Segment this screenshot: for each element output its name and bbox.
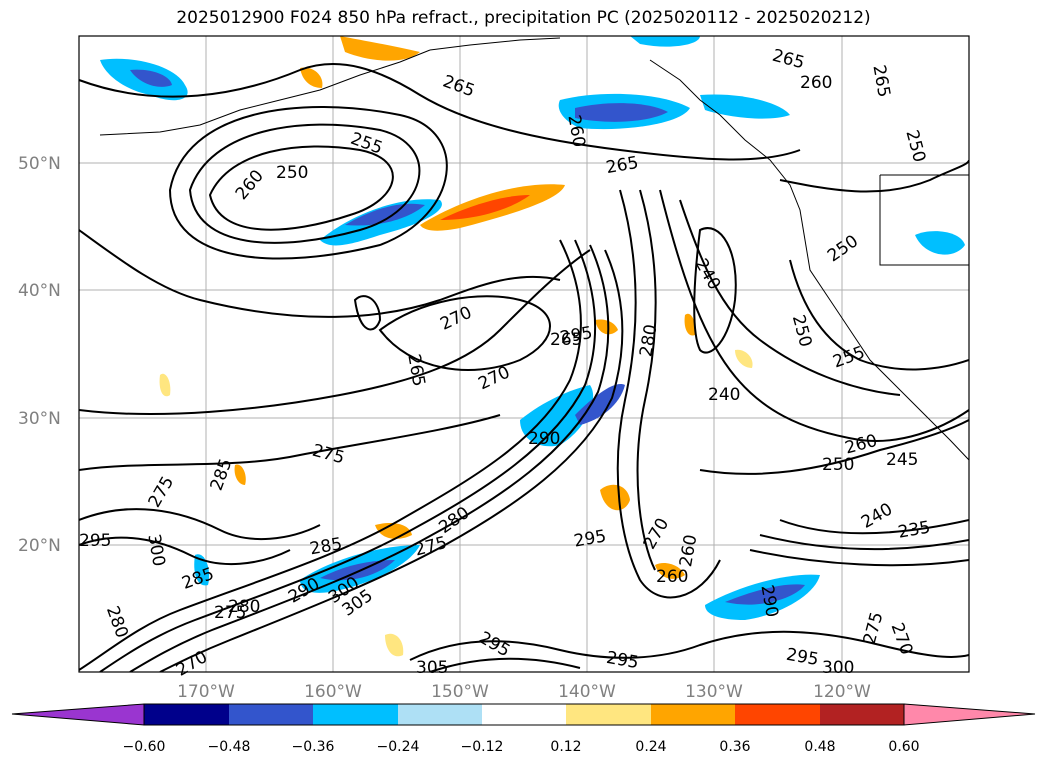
colorbar-extend-high [903, 703, 1036, 726]
lon-tick-label: 170°W [177, 682, 235, 702]
contour-label: 265 [550, 330, 582, 350]
colorbar-tick-label: 0.36 [719, 739, 750, 755]
lon-tick-label: 120°W [813, 682, 871, 702]
contour-label: 275 [214, 603, 246, 623]
colorbar-tick-label: 0.24 [635, 739, 666, 755]
colorbar-segment [313, 704, 398, 725]
colorbar-segment [398, 704, 482, 725]
lat-tick-label: 20°N [18, 536, 61, 556]
colorbar-segment [735, 704, 820, 725]
colorbar-tick-label: 0.60 [888, 739, 919, 755]
lon-tick-label: 130°W [685, 682, 743, 702]
contour-label: 300 [822, 658, 854, 678]
contour-label: 240 [708, 385, 740, 405]
contour-label: 305 [416, 658, 448, 678]
contour-label: 245 [886, 450, 918, 470]
colorbar-extend-low [11, 703, 145, 726]
colorbar-tick-label: −0.60 [123, 739, 166, 755]
colorbar-segment [482, 704, 566, 725]
map-area [79, 36, 969, 672]
colorbar-segment [144, 704, 229, 725]
colorbar-tick-label: 0.12 [550, 739, 581, 755]
lat-tick-label: 30°N [18, 409, 61, 429]
contour-label: 280 [228, 597, 260, 617]
lon-tick-label: 150°W [431, 682, 489, 702]
colorbar-tick-label: −0.12 [461, 739, 504, 755]
contour-label: 290 [528, 429, 560, 449]
contour-label: 250 [822, 455, 854, 475]
lon-axis: 170°W 160°W 150°W 140°W 130°W 120°W [177, 682, 871, 702]
coastlines [99, 37, 969, 461]
colorbar-segment [229, 704, 313, 725]
lat-axis: 50°N 40°N 30°N 20°N [18, 154, 61, 556]
refractivity-contours [79, 63, 969, 672]
colorbar-tick-label: 0.48 [804, 739, 835, 755]
map-title: 2025012900 F024 850 hPa refract., precip… [176, 8, 871, 28]
colorbar-segment [820, 704, 904, 725]
contour-label: 260 [800, 73, 832, 93]
contour-label: 250 [276, 163, 308, 183]
lat-tick-label: 40°N [18, 281, 61, 301]
lon-tick-label: 140°W [558, 682, 616, 702]
colorbar-tick-label: −0.36 [292, 739, 335, 755]
colorbar-tick-label: −0.48 [208, 739, 251, 755]
lon-tick-label: 160°W [304, 682, 362, 702]
colorbar-segment [651, 704, 735, 725]
map-border [78, 35, 970, 673]
contour-label: 260 [656, 567, 688, 587]
colorbar-segment [566, 704, 651, 725]
contour-label: 295 [79, 531, 111, 551]
colorbar-tick-label: −0.24 [377, 739, 420, 755]
lat-tick-label: 50°N [18, 154, 61, 174]
colorbar: −0.60 −0.48 −0.36 −0.24 −0.12 0.12 0.24 … [11, 703, 1036, 755]
